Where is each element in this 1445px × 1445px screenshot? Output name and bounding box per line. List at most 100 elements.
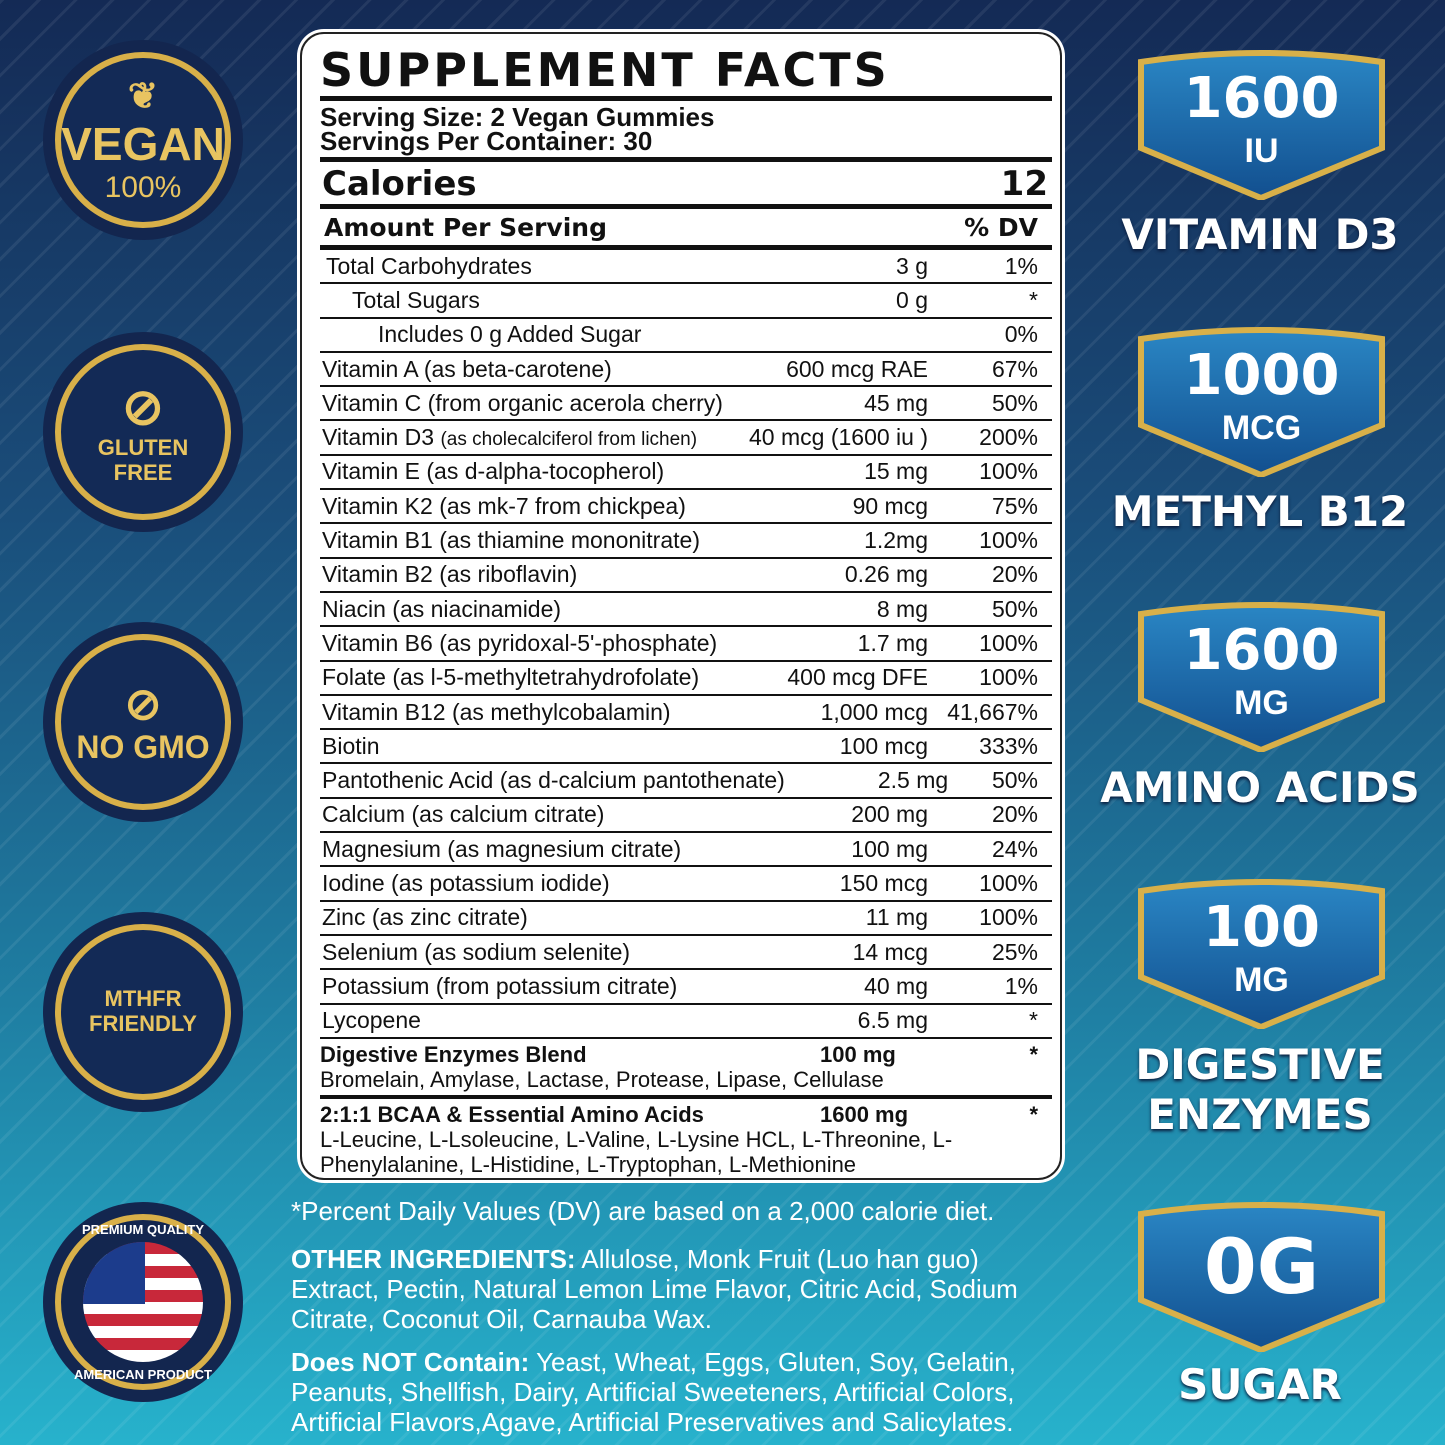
nutrient-amount: 40 mg — [864, 972, 928, 999]
highlight-label: SUGAR — [1178, 1360, 1342, 1409]
supplement-facts-panel: SUPPLEMENT FACTS Serving Size: 2 Vegan G… — [300, 32, 1062, 1180]
divider — [320, 96, 1052, 101]
highlight-label: DIGESTIVE ENZYMES — [1135, 1040, 1385, 1139]
nutrient-name: Niacin (as niacinamide) — [322, 595, 562, 622]
nutrient-dv: 1% — [1004, 252, 1038, 279]
nutrient-name: Vitamin B12 (as methylcobalamin) — [322, 698, 671, 725]
shield-3: 100 MG — [1135, 877, 1388, 1029]
badge-text: NO GMO — [76, 728, 210, 765]
badge-subtext: FRIENDLY — [89, 1011, 197, 1037]
nutrient-name: Vitamin K2 (as mk-7 from chickpea) — [322, 492, 686, 519]
nutrient-amount: 600 mcg RAE — [786, 355, 928, 382]
blend-name: 2:1:1 BCAA & Essential Amino Acids — [320, 1101, 704, 1127]
blend-dv: * — [1029, 1041, 1038, 1067]
badge-text: MTHFR — [104, 985, 182, 1011]
nutrient-dv: 41,667% — [947, 698, 1038, 725]
nutrient-dv: 50% — [991, 767, 1038, 794]
nutrient-name: Vitamin C (from organic acerola cherry) — [322, 389, 723, 416]
nutrient-dv: 100% — [979, 629, 1038, 656]
blend-row: Digestive Enzymes Blend 100 mg * Bromelain,… — [320, 1039, 1052, 1095]
highlight-value: 100 — [1203, 895, 1320, 960]
highlight-unit: IU — [1244, 132, 1279, 170]
nutrient-name: Total Carbohydrates — [326, 252, 532, 279]
nutrient-row: Iodine (as potassium iodide) 150 mcg 100% — [320, 867, 1052, 902]
nutrient-row: Vitamin K2 (as mk-7 from chickpea) 90 mcg… — [320, 490, 1052, 525]
nutrient-name: Zinc (as zinc citrate) — [322, 904, 528, 931]
badge-text-bottom: AMERICAN PRODUCT — [74, 1367, 212, 1382]
nutrient-row: Magnesium (as magnesium citrate) 100 mg 24… — [320, 833, 1052, 868]
nutrient-row: Biotin 100 mcg 333% — [320, 730, 1052, 765]
leaf-icon: ❦ — [127, 75, 159, 116]
other-ingredients-label: OTHER INGREDIENTS: — [291, 1244, 576, 1274]
badge-gluten-free: ⊘ GLUTEN FREE — [43, 332, 243, 532]
blend-dv: * — [1029, 1101, 1038, 1127]
shield-2: 1600 MG — [1135, 600, 1388, 752]
nutrient-dv: 50% — [991, 389, 1038, 416]
nutrient-name: Biotin — [322, 732, 380, 759]
nutrient-name: Lycopene — [322, 1007, 421, 1034]
dv-label: % DV — [964, 212, 1038, 242]
nutrient-amount: 11 mg — [865, 904, 928, 931]
nutrient-name: Vitamin E (as d-alpha-tocopherol) — [322, 458, 665, 485]
nutrient-name: Vitamin B1 (as thiamine mononitrate) — [322, 527, 700, 554]
nutrient-dv: 0% — [1004, 321, 1038, 348]
nutrient-row: Selenium (as sodium selenite) 14 mcg 25% — [320, 936, 1052, 971]
badge-mthfr: MTHFR FRIENDLY — [43, 912, 243, 1112]
nutrient-dv: 20% — [991, 801, 1038, 828]
nutrient-dv: 50% — [991, 595, 1038, 622]
nutrient-row: Vitamin A (as beta-carotene) 600 mcg RAE 6… — [320, 353, 1052, 388]
nutrient-amount: 8 mg — [876, 595, 928, 622]
divider — [320, 157, 1052, 162]
servings-per-container: Servings Per Container: 30 — [320, 126, 653, 156]
nutrient-row: Vitamin C (from organic acerola cherry) 4… — [320, 387, 1052, 422]
badge-subtext: 100% — [104, 171, 182, 204]
nutrient-name: Includes 0 g Added Sugar — [378, 321, 642, 348]
nutrient-amount: 1,000 mcg — [820, 698, 928, 725]
us-flag-icon — [83, 1242, 203, 1362]
does-not-contain: Does NOT Contain: Yeast, Wheat, Eggs, Gl… — [291, 1347, 1061, 1437]
nutrient-row: Includes 0 g Added Sugar 0% — [320, 319, 1052, 353]
badge-subtext: FREE — [113, 460, 173, 486]
facts-title: SUPPLEMENT FACTS — [320, 43, 890, 97]
shield-icon — [1138, 327, 1385, 477]
highlight-unit: MG — [1234, 684, 1289, 722]
dna-crossed-icon: ⊘ — [124, 679, 162, 729]
nutrient-amount: 90 mcg — [852, 492, 928, 519]
does-not-contain-text: Yeast, Wheat, Eggs, Gluten, Soy, Gelatin… — [291, 1347, 1016, 1437]
highlight-value: 1000 — [1183, 343, 1340, 408]
nutrient-amount: 14 mcg — [852, 938, 928, 965]
amount-header: Amount Per Serving % DV — [320, 209, 1052, 245]
highlight-value: 1600 — [1183, 618, 1340, 683]
nutrient-amount: 1.2mg — [864, 527, 928, 554]
nutrient-row: Vitamin B12 (as methylcobalamin) 1,000 mc… — [320, 696, 1052, 731]
nutrient-name: Vitamin A (as beta-carotene) — [322, 355, 612, 382]
nutrient-dv: 75% — [991, 492, 1038, 519]
nutrient-name: Total Sugars — [352, 286, 480, 313]
nutrient-name: Potassium (from potassium citrate) — [322, 972, 678, 999]
nutrient-name: Folate (as l-5-methyltetrahydrofolate) — [322, 664, 700, 691]
shield-icon — [1138, 879, 1385, 1029]
highlight-value: 0G — [1203, 1222, 1320, 1311]
other-ingredients: OTHER INGREDIENTS: Allulose, Monk Fruit … — [291, 1244, 1061, 1334]
shield-0: 1600 IU — [1135, 48, 1388, 200]
wheat-crossed-icon: ⊘ — [122, 378, 164, 435]
nutrient-row: Total Carbohydrates 3 g 1% — [320, 250, 1052, 285]
nutrient-amount: 15 mg — [864, 458, 928, 485]
blend-amount: 1600 mg — [820, 1101, 909, 1127]
nutrient-name: Pantothenic Acid (as d-calcium pantothen… — [322, 767, 785, 794]
nutrient-dv: * — [1029, 1007, 1038, 1034]
nutrient-dv: 100% — [979, 904, 1038, 931]
blend-list: Digestive Enzymes Blend 100 mg * Bromelain,… — [320, 1039, 1052, 1180]
highlight-label: METHYL B12 — [1111, 487, 1409, 536]
highlight-value: 1600 — [1183, 66, 1340, 131]
amount-label: Amount Per Serving — [324, 212, 607, 242]
nutrient-amount: 150 mcg — [839, 869, 928, 896]
badge-no-gmo: ⊘ NO GMO — [43, 622, 243, 822]
shield-icon — [1138, 1202, 1385, 1352]
nutrient-amount: 45 mg — [864, 389, 928, 416]
nutrient-name: Calcium (as calcium citrate) — [322, 801, 605, 828]
nutrient-dv: 100% — [979, 664, 1038, 691]
nutrient-amount: 200 mg — [851, 801, 928, 828]
nutrient-dv: 100% — [979, 458, 1038, 485]
nutrient-row: Vitamin B2 (as riboflavin) 0.26 mg 20% — [320, 559, 1052, 593]
